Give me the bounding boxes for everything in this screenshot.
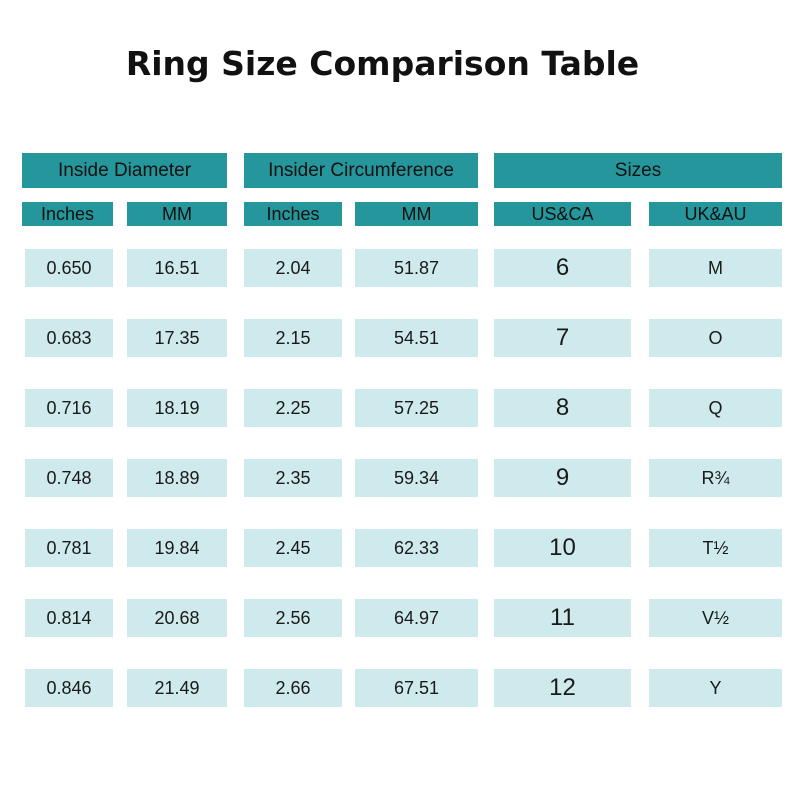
cell-size-uk-au: Q: [649, 389, 782, 427]
cell-circumference-inches: 2.35: [244, 459, 342, 497]
cell-size-uk-au: M: [649, 249, 782, 287]
cell-diameter-inches: 0.650: [25, 249, 113, 287]
cell-size-us-ca: 8: [494, 389, 631, 427]
subheader-diameter-inches: Inches: [22, 202, 113, 226]
cell-size-us-ca: 11: [494, 599, 631, 637]
cell-size-uk-au: V½: [649, 599, 782, 637]
cell-diameter-mm: 17.35: [127, 319, 227, 357]
cell-circumference-inches: 2.04: [244, 249, 342, 287]
subheader-uk-au: UK&AU: [649, 202, 782, 226]
cell-circumference-mm: 62.33: [355, 529, 478, 567]
cell-size-uk-au: Y: [649, 669, 782, 707]
cell-diameter-mm: 18.19: [127, 389, 227, 427]
cell-diameter-mm: 20.68: [127, 599, 227, 637]
subheader-circumference-mm: MM: [355, 202, 478, 226]
group-header-inside-diameter: Inside Diameter: [22, 153, 227, 188]
cell-circumference-mm: 67.51: [355, 669, 478, 707]
cell-size-us-ca: 12: [494, 669, 631, 707]
cell-diameter-inches: 0.781: [25, 529, 113, 567]
cell-circumference-inches: 2.45: [244, 529, 342, 567]
cell-diameter-inches: 0.683: [25, 319, 113, 357]
subheader-us-ca: US&CA: [494, 202, 631, 226]
cell-diameter-inches: 0.846: [25, 669, 113, 707]
page-title: Ring Size Comparison Table: [125, 44, 640, 83]
cell-size-us-ca: 6: [494, 249, 631, 287]
cell-circumference-mm: 54.51: [355, 319, 478, 357]
cell-diameter-inches: 0.814: [25, 599, 113, 637]
group-header-inside-circumference: Insider Circumference: [244, 153, 478, 188]
cell-diameter-inches: 0.716: [25, 389, 113, 427]
cell-size-uk-au: T½: [649, 529, 782, 567]
subheader-circumference-inches: Inches: [244, 202, 342, 226]
cell-diameter-mm: 21.49: [127, 669, 227, 707]
cell-circumference-mm: 57.25: [355, 389, 478, 427]
cell-circumference-inches: 2.15: [244, 319, 342, 357]
cell-size-us-ca: 10: [494, 529, 631, 567]
cell-circumference-mm: 64.97: [355, 599, 478, 637]
cell-diameter-inches: 0.748: [25, 459, 113, 497]
cell-diameter-mm: 19.84: [127, 529, 227, 567]
group-header-sizes: Sizes: [494, 153, 782, 188]
cell-circumference-inches: 2.25: [244, 389, 342, 427]
cell-size-uk-au: O: [649, 319, 782, 357]
cell-diameter-mm: 18.89: [127, 459, 227, 497]
subheader-diameter-mm: MM: [127, 202, 227, 226]
cell-circumference-inches: 2.66: [244, 669, 342, 707]
cell-size-uk-au: R¾: [649, 459, 782, 497]
cell-circumference-inches: 2.56: [244, 599, 342, 637]
cell-size-us-ca: 7: [494, 319, 631, 357]
cell-circumference-mm: 51.87: [355, 249, 478, 287]
cell-diameter-mm: 16.51: [127, 249, 227, 287]
cell-size-us-ca: 9: [494, 459, 631, 497]
cell-circumference-mm: 59.34: [355, 459, 478, 497]
